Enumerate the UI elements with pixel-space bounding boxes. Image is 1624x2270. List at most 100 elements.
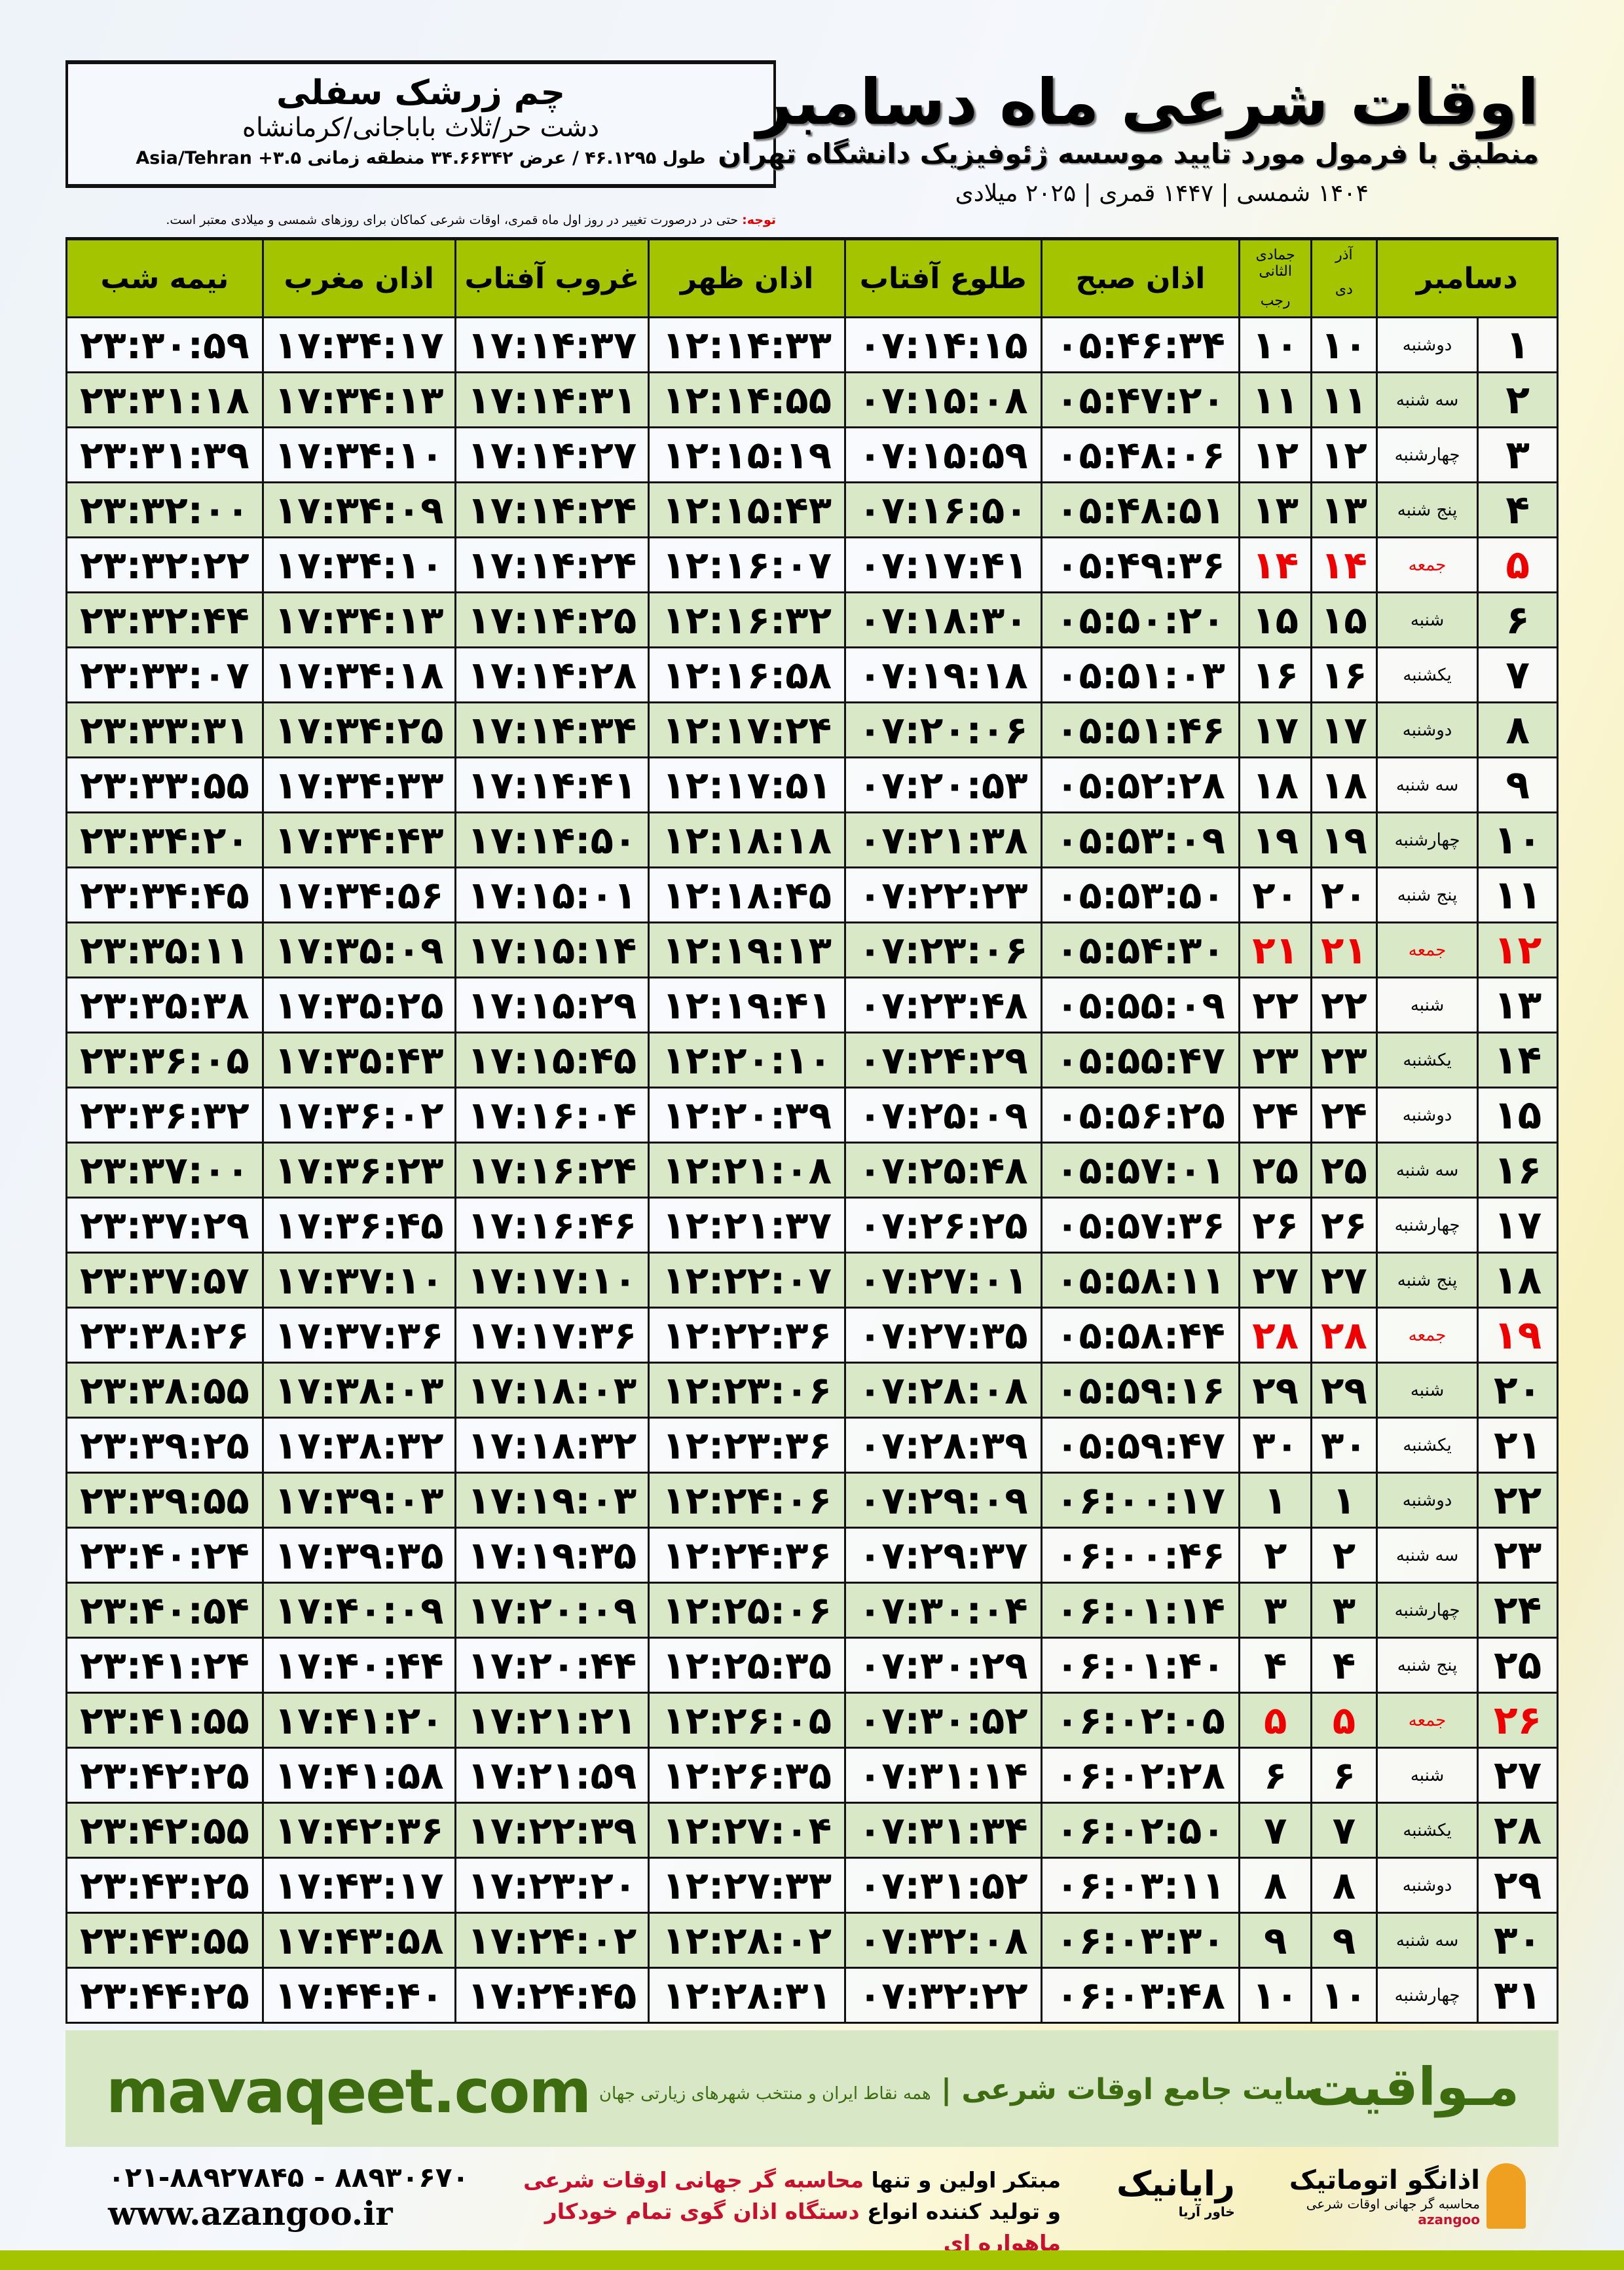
sunrise-time: ۰۷:۳۲:۲۲ bbox=[843, 1967, 1043, 2024]
rajab-day: ۹ bbox=[1238, 1912, 1312, 1969]
table-row: ۱ دوشنبه ۱۰ ۱۰ ۰۵:۴۶:۳۴ ۰۷:۱۴:۱۵ ۱۲:۱۴:۳۳ ۱۷:۱۴… bbox=[65, 316, 1559, 373]
weekday: پنج شنبه bbox=[1375, 1637, 1479, 1694]
col-rajab: جمادی الثانی رجب bbox=[1238, 237, 1312, 318]
dhuhr-time: ۱۲:۲۸:۳۱ bbox=[648, 1967, 846, 2024]
dhuhr-time: ۱۲:۲۴:۰۶ bbox=[648, 1472, 846, 1529]
midnight-time: ۲۳:۴۳:۲۵ bbox=[65, 1857, 264, 1914]
promo-2b: دستگاه اذان گوی تمام خودکار ماهواره ای bbox=[544, 2199, 1061, 2256]
day-number: ۲۱ bbox=[1477, 1417, 1559, 1474]
table-row: ۳ چهارشنبه ۱۲ ۱۲ ۰۵:۴۸:۰۶ ۰۷:۱۵:۵۹ ۱۲:۱۵:۱۹ ۱۷:… bbox=[65, 426, 1559, 483]
sunset-time: ۱۷:۱۷:۳۶ bbox=[454, 1307, 650, 1364]
midnight-time: ۲۳:۳۲:۴۴ bbox=[65, 591, 264, 648]
sunrise-time: ۰۷:۲۰:۰۶ bbox=[843, 701, 1043, 758]
fajr-time: ۰۵:۵۰:۲۰ bbox=[1040, 591, 1241, 648]
maghrib-time: ۱۷:۴۳:۵۸ bbox=[261, 1912, 456, 1969]
azangoo-url[interactable]: www.azangoo.ir bbox=[108, 2194, 393, 2233]
day-number: ۱۸ bbox=[1477, 1252, 1559, 1309]
dhuhr-time: ۱۲:۲۶:۰۵ bbox=[648, 1692, 846, 1749]
midnight-time: ۲۳:۳۶:۳۲ bbox=[65, 1087, 264, 1144]
day-number: ۵ bbox=[1477, 536, 1559, 593]
weekday: پنج شنبه bbox=[1375, 481, 1479, 538]
dhuhr-time: ۱۲:۱۷:۵۱ bbox=[648, 756, 846, 813]
day-number: ۱۶ bbox=[1477, 1142, 1559, 1199]
table-row: ۷ یکشنبه ۱۶ ۱۶ ۰۵:۵۱:۰۳ ۰۷:۱۹:۱۸ ۱۲:۱۶:۵۸ ۱۷:۱۴… bbox=[65, 646, 1559, 703]
dhuhr-time: ۱۲:۲۳:۰۶ bbox=[648, 1362, 846, 1419]
rajab-day: ۳۰ bbox=[1238, 1417, 1312, 1474]
maghrib-time: ۱۷:۴۳:۱۷ bbox=[261, 1857, 456, 1914]
day-number: ۲۵ bbox=[1477, 1637, 1559, 1694]
maghrib-time: ۱۷:۳۴:۱۸ bbox=[261, 646, 456, 703]
page-title: اوقات شرعی ماه دسامبر bbox=[756, 65, 1539, 139]
sunrise-time: ۰۷:۲۵:۰۹ bbox=[843, 1087, 1043, 1144]
col-dhuhr: اذان ظهر bbox=[648, 237, 846, 318]
table-row: ۲۹ دوشنبه ۸ ۸ ۰۶:۰۳:۱۱ ۰۷:۳۱:۵۲ ۱۲:۲۷:۳۳ ۱۷:۲۳:… bbox=[65, 1857, 1559, 1914]
midnight-time: ۲۳:۳۳:۰۷ bbox=[65, 646, 264, 703]
weekday: چهارشنبه bbox=[1375, 426, 1479, 483]
dey-day: ۱۶ bbox=[1310, 646, 1378, 703]
maghrib-time: ۱۷:۳۴:۱۳ bbox=[261, 591, 456, 648]
day-number: ۱۵ bbox=[1477, 1087, 1559, 1144]
table-header: دسامبر آذر دی جمادی الثانی رجب اذان صبح طل… bbox=[65, 237, 1559, 318]
dey-day: ۲ bbox=[1310, 1527, 1378, 1584]
weekday: پنج شنبه bbox=[1375, 866, 1479, 923]
weekday: یکشنبه bbox=[1375, 646, 1479, 703]
dey-day: ۹ bbox=[1310, 1912, 1378, 1969]
sunset-time: ۱۷:۱۵:۰۱ bbox=[454, 866, 650, 923]
day-number: ۲ bbox=[1477, 371, 1559, 428]
table-row: ۱۸ پنج شنبه ۲۷ ۲۷ ۰۵:۵۸:۱۱ ۰۷:۲۷:۰۱ ۱۲:۲۲:۰۷ ۱۷… bbox=[65, 1252, 1559, 1309]
table-row: ۹ سه شنبه ۱۸ ۱۸ ۰۵:۵۲:۲۸ ۰۷:۲۰:۵۳ ۱۲:۱۷:۵۱ ۱۷:۱… bbox=[65, 756, 1559, 813]
weekday: دوشنبه bbox=[1375, 701, 1479, 758]
weekday: شنبه bbox=[1375, 977, 1479, 1033]
sunrise-time: ۰۷:۲۸:۳۹ bbox=[843, 1417, 1043, 1474]
rayanik-logo: رایانیک خاور آریا bbox=[1116, 2165, 1235, 2220]
dey-day: ۱۲ bbox=[1310, 426, 1378, 483]
sunset-time: ۱۷:۲۴:۴۵ bbox=[454, 1967, 650, 2024]
rajab-day: ۲۹ bbox=[1238, 1362, 1312, 1419]
slogan-main: سایت جامع اوقات شرعی bbox=[961, 2073, 1323, 2106]
table-row: ۸ دوشنبه ۱۷ ۱۷ ۰۵:۵۱:۴۶ ۰۷:۲۰:۰۶ ۱۲:۱۷:۲۴ ۱۷:۱۴… bbox=[65, 701, 1559, 758]
fajr-time: ۰۵:۵۷:۳۶ bbox=[1040, 1197, 1241, 1254]
table-row: ۲۱ یکشنبه ۳۰ ۳۰ ۰۵:۵۹:۴۷ ۰۷:۲۸:۳۹ ۱۲:۲۳:۳۶ ۱۷:۱… bbox=[65, 1417, 1559, 1474]
weekday: سه شنبه bbox=[1375, 1912, 1479, 1969]
weekday: دوشنبه bbox=[1375, 316, 1479, 373]
page-subtitle: منطبق با فرمول مورد تایید موسسه ژئوفیزیک… bbox=[718, 138, 1539, 170]
fajr-time: ۰۵:۵۴:۳۰ bbox=[1040, 921, 1241, 978]
day-number: ۲۰ bbox=[1477, 1362, 1559, 1419]
fajr-time: ۰۶:۰۳:۴۸ bbox=[1040, 1967, 1241, 2024]
rajab-day: ۲۷ bbox=[1238, 1252, 1312, 1309]
weekday: شنبه bbox=[1375, 1362, 1479, 1419]
dey-day: ۵ bbox=[1310, 1692, 1378, 1749]
rajab-day: ۲۵ bbox=[1238, 1142, 1312, 1199]
dey-day: ۱۳ bbox=[1310, 481, 1378, 538]
fajr-time: ۰۵:۵۳:۵۰ bbox=[1040, 866, 1241, 923]
weekday: یکشنبه bbox=[1375, 1032, 1479, 1088]
promo-1b: محاسبه گر جهانی اوقات شرعی bbox=[523, 2167, 864, 2193]
rajab-day: ۱۹ bbox=[1238, 811, 1312, 868]
day-number: ۱۰ bbox=[1477, 811, 1559, 868]
dhuhr-time: ۱۲:۱۶:۳۲ bbox=[648, 591, 846, 648]
fajr-time: ۰۵:۵۵:۰۹ bbox=[1040, 977, 1241, 1033]
weekday: سه شنبه bbox=[1375, 371, 1479, 428]
rajab-day: ۱۳ bbox=[1238, 481, 1312, 538]
table-row: ۱۳ شنبه ۲۲ ۲۲ ۰۵:۵۵:۰۹ ۰۷:۲۳:۴۸ ۱۲:۱۹:۴۱ ۱۷:۱۵:… bbox=[65, 977, 1559, 1033]
maghrib-time: ۱۷:۳۹:۳۵ bbox=[261, 1527, 456, 1584]
midnight-time: ۲۳:۴۲:۵۵ bbox=[65, 1802, 264, 1859]
rajab-day: ۱۴ bbox=[1238, 536, 1312, 593]
weekday: جمعه bbox=[1375, 536, 1479, 593]
day-number: ۷ bbox=[1477, 646, 1559, 703]
dey-day: ۳ bbox=[1310, 1582, 1378, 1639]
fajr-time: ۰۶:۰۲:۲۸ bbox=[1040, 1747, 1241, 1804]
midnight-time: ۲۳:۳۲:۲۲ bbox=[65, 536, 264, 593]
dhuhr-time: ۱۲:۲۷:۳۳ bbox=[648, 1857, 846, 1914]
midnight-time: ۲۳:۳۳:۵۵ bbox=[65, 756, 264, 813]
maghrib-time: ۱۷:۳۸:۰۳ bbox=[261, 1362, 456, 1419]
table-row: ۲ سه شنبه ۱۱ ۱۱ ۰۵:۴۷:۲۰ ۰۷:۱۵:۰۸ ۱۲:۱۴:۵۵ ۱۷:۱… bbox=[65, 371, 1559, 428]
weekday: شنبه bbox=[1375, 591, 1479, 648]
site-url[interactable]: mavaqeet.com bbox=[106, 2056, 591, 2127]
midnight-time: ۲۳:۳۱:۳۹ bbox=[65, 426, 264, 483]
day-number: ۱۱ bbox=[1477, 866, 1559, 923]
fajr-time: ۰۵:۵۹:۴۷ bbox=[1040, 1417, 1241, 1474]
weekday: دوشنبه bbox=[1375, 1857, 1479, 1914]
sunrise-time: ۰۷:۲۳:۰۶ bbox=[843, 921, 1043, 978]
midnight-time: ۲۳:۴۳:۵۵ bbox=[65, 1912, 264, 1969]
